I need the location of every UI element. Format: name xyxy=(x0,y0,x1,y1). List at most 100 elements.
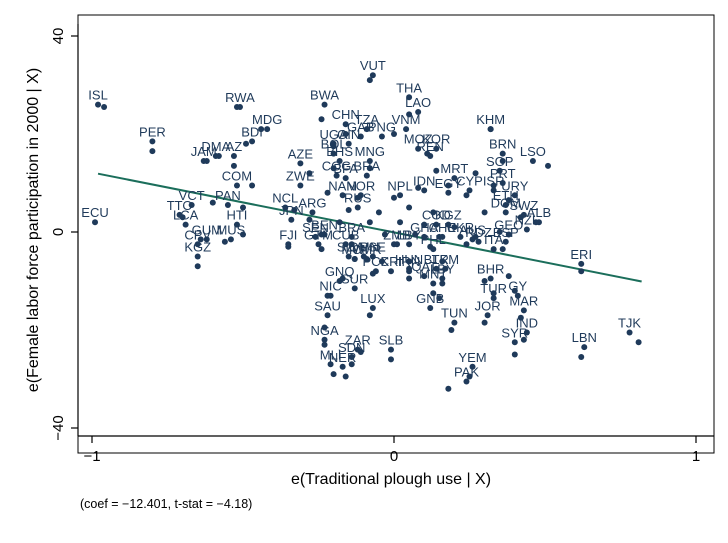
data-point xyxy=(520,336,527,343)
point-label: SLB xyxy=(379,333,404,348)
point-label: COM xyxy=(222,168,252,183)
data-point xyxy=(224,202,231,209)
point-label: BFA xyxy=(333,161,358,176)
point-label: MNT xyxy=(419,266,447,281)
point-label: NOR xyxy=(346,178,375,193)
data-point xyxy=(406,204,413,211)
point-label: IND xyxy=(516,315,538,330)
point-label: COG xyxy=(322,159,352,174)
data-point xyxy=(288,216,295,223)
point-label: TUN xyxy=(441,306,468,321)
point-label: GY xyxy=(508,279,527,294)
point-label: AZE xyxy=(288,146,314,161)
data-point xyxy=(230,153,237,160)
point-label: UGA xyxy=(320,127,349,142)
data-point xyxy=(502,209,509,216)
point-label: KGZ xyxy=(435,208,462,223)
point-label: PAK xyxy=(454,364,479,379)
data-point xyxy=(249,182,256,189)
data-point xyxy=(490,290,497,297)
data-point xyxy=(391,194,397,201)
point-label: FJI xyxy=(279,227,297,242)
point-label: MWI xyxy=(341,242,368,257)
data-point xyxy=(499,150,506,157)
data-point xyxy=(397,192,404,199)
data-point xyxy=(427,304,434,311)
data-point xyxy=(188,202,195,209)
point-label: ITA xyxy=(484,232,504,247)
data-point xyxy=(523,329,530,336)
point-label: LCA xyxy=(173,208,199,223)
data-point xyxy=(315,241,322,248)
data-point xyxy=(421,187,428,194)
data-point xyxy=(448,327,455,333)
data-point xyxy=(412,231,419,238)
data-point xyxy=(339,192,346,199)
x-tick-label: 1 xyxy=(692,448,700,465)
data-point xyxy=(306,170,313,177)
data-point xyxy=(366,165,373,172)
point-label: VUT xyxy=(360,58,386,73)
data-point xyxy=(366,77,373,84)
data-point xyxy=(445,189,452,196)
data-point xyxy=(433,265,440,272)
data-point xyxy=(387,356,394,363)
point-label: BRN xyxy=(489,137,516,152)
data-point xyxy=(430,290,437,297)
data-point xyxy=(182,221,189,228)
data-point xyxy=(457,233,464,240)
data-point xyxy=(415,145,422,152)
data-point xyxy=(212,153,219,160)
point-label: GUM xyxy=(192,222,222,237)
data-point xyxy=(330,140,337,147)
data-point xyxy=(297,182,304,189)
data-point xyxy=(357,133,364,140)
point-label: PAN xyxy=(215,188,241,203)
data-point xyxy=(336,278,343,284)
point-label: CHN xyxy=(332,107,360,122)
data-point xyxy=(194,263,201,270)
point-label: THA xyxy=(396,80,422,95)
point-label: NIC xyxy=(319,279,341,294)
regression-note: (coef = −12.401, t-stat = −4.18) xyxy=(80,497,252,511)
data-point xyxy=(336,157,343,164)
data-point xyxy=(348,233,355,240)
data-point xyxy=(336,219,343,226)
data-point xyxy=(436,295,443,302)
data-point xyxy=(490,246,497,253)
point-label: LSO xyxy=(520,144,546,159)
data-point xyxy=(342,121,349,128)
data-point xyxy=(194,241,201,248)
data-point xyxy=(357,192,364,199)
point-label: SWZ xyxy=(509,198,538,213)
data-point xyxy=(427,153,434,160)
data-point xyxy=(318,116,325,123)
data-point xyxy=(496,167,503,174)
point-label: MRT xyxy=(440,161,468,176)
data-point xyxy=(236,104,243,111)
point-label: AZ xyxy=(226,139,243,154)
point-label: KHM xyxy=(476,112,505,127)
x-axis-title: e(Traditional plough use | X) xyxy=(291,471,491,488)
point-label: MUS xyxy=(216,222,245,237)
point-label: KGZ xyxy=(184,240,211,255)
data-point xyxy=(484,312,491,319)
point-label: TTO xyxy=(167,198,193,213)
data-point xyxy=(499,157,506,164)
point-label: HUN xyxy=(395,252,423,267)
point-label: BRA xyxy=(338,220,365,235)
data-point xyxy=(95,101,102,108)
point-label: BEN xyxy=(311,217,338,232)
data-point xyxy=(433,167,440,174)
data-point xyxy=(324,312,331,319)
data-point xyxy=(442,265,449,272)
point-label: SAU xyxy=(314,298,341,313)
data-point xyxy=(469,236,476,243)
point-label: ZMB xyxy=(383,227,410,242)
data-point xyxy=(463,378,470,385)
data-point xyxy=(394,241,401,248)
point-label: NCL xyxy=(272,191,298,206)
data-point xyxy=(387,268,394,275)
point-label: SYR xyxy=(501,325,528,340)
data-point xyxy=(348,361,355,368)
